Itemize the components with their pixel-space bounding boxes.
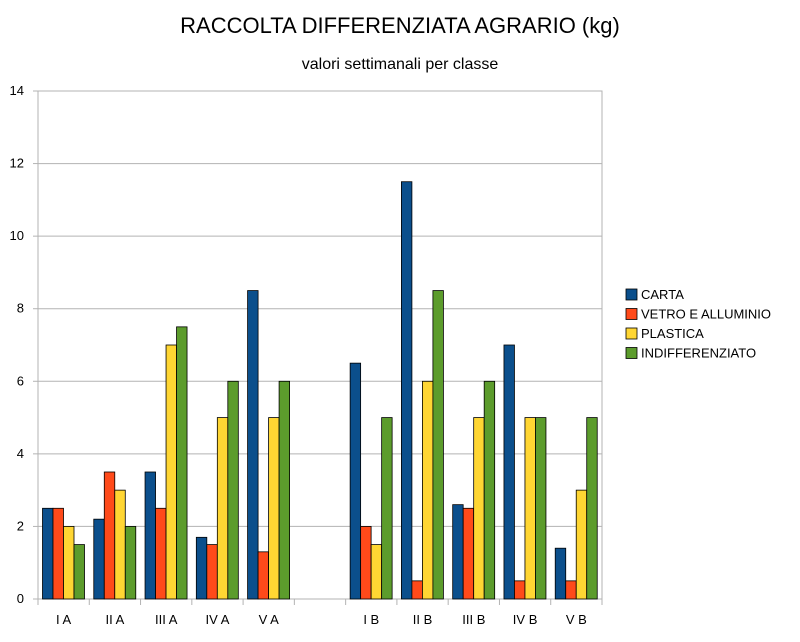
- bar-vetro-e-alluminio: [155, 507, 167, 600]
- y-tick-label: 14: [10, 83, 24, 98]
- bar-indifferenziato: [73, 544, 85, 600]
- y-tick-label: 10: [10, 228, 24, 243]
- bar-carta: [401, 181, 413, 600]
- bar-carta: [42, 507, 54, 600]
- legend-swatch: [625, 308, 638, 320]
- bar-vetro-e-alluminio: [565, 580, 577, 600]
- bar-vetro-e-alluminio: [462, 507, 475, 600]
- y-tick-label: 8: [17, 301, 24, 316]
- bar-indifferenziato: [483, 380, 496, 600]
- y-tick-label: 4: [17, 446, 24, 461]
- bar-carta: [452, 504, 464, 600]
- x-tick-label: V A: [259, 612, 280, 627]
- bar-indifferenziato: [586, 417, 598, 600]
- bar-indifferenziato: [227, 380, 239, 600]
- bar-carta: [144, 471, 156, 600]
- x-tick-label: I B: [363, 612, 379, 627]
- bar-carta: [195, 536, 208, 600]
- bar-plastica: [370, 544, 383, 600]
- bar-carta: [554, 547, 567, 600]
- bar-plastica: [216, 417, 229, 600]
- y-tick-label: 0: [17, 591, 24, 606]
- legend: CARTA VETRO E ALLUMINIO PLASTICA INDIFFEREN…: [625, 287, 771, 361]
- bar-vetro-e-alluminio: [103, 471, 116, 600]
- bar-plastica: [422, 380, 434, 600]
- bar-vetro-e-alluminio: [360, 526, 372, 600]
- bar-vetro-e-alluminio: [411, 580, 423, 600]
- bar-indifferenziato: [176, 326, 188, 600]
- axis-layer: 0 2 4 6 8 10 12 14 I A II A III A IV A V A I B II B III…: [10, 83, 603, 627]
- bar-carta: [247, 290, 259, 600]
- x-tick-label: IV A: [206, 612, 230, 627]
- bars-layer: [42, 181, 598, 600]
- y-tick-label: 2: [17, 518, 24, 533]
- legend-label: PLASTICA: [641, 326, 704, 341]
- bar-vetro-e-alluminio: [206, 544, 218, 600]
- y-tick-label: 6: [17, 373, 24, 388]
- bar-indifferenziato: [432, 290, 444, 600]
- bar-indifferenziato: [535, 417, 547, 600]
- bar-plastica: [268, 417, 280, 600]
- bar-carta: [349, 362, 362, 600]
- x-tick-label: IV B: [513, 612, 538, 627]
- y-tick-label: 12: [10, 156, 24, 171]
- bar-carta: [503, 344, 515, 600]
- bar-plastica: [165, 344, 177, 600]
- bar-plastica: [473, 417, 485, 600]
- chart-subtitle: valori settimanali per classe: [302, 56, 499, 73]
- x-tick-label: III A: [155, 612, 178, 627]
- legend-swatch: [625, 327, 638, 340]
- legend-swatch: [625, 288, 638, 301]
- x-tick-label: III B: [462, 612, 485, 627]
- x-tick-label: II B: [413, 612, 433, 627]
- bar-plastica: [63, 526, 75, 600]
- bar-plastica: [114, 489, 126, 600]
- bar-carta: [93, 518, 105, 600]
- bar-plastica: [575, 489, 588, 600]
- chart-title: RACCOLTA DIFFERENZIATA AGRARIO (kg): [180, 13, 620, 38]
- legend-label: VETRO E ALLUMINIO: [641, 307, 771, 322]
- legend-label: INDIFFERENZIATO: [641, 346, 756, 361]
- legend-swatch: [625, 347, 638, 359]
- bar-indifferenziato: [278, 380, 290, 600]
- bar-vetro-e-alluminio: [257, 551, 269, 600]
- bar-vetro-e-alluminio: [514, 580, 526, 600]
- x-tick-label: I A: [56, 612, 72, 627]
- x-tick-label: II A: [106, 612, 125, 627]
- bar-plastica: [524, 417, 536, 600]
- bar-vetro-e-alluminio: [52, 507, 64, 600]
- bar-indifferenziato: [381, 417, 393, 600]
- legend-label: CARTA: [641, 287, 684, 302]
- bar-indifferenziato: [124, 526, 137, 600]
- x-tick-label: V B: [566, 612, 587, 627]
